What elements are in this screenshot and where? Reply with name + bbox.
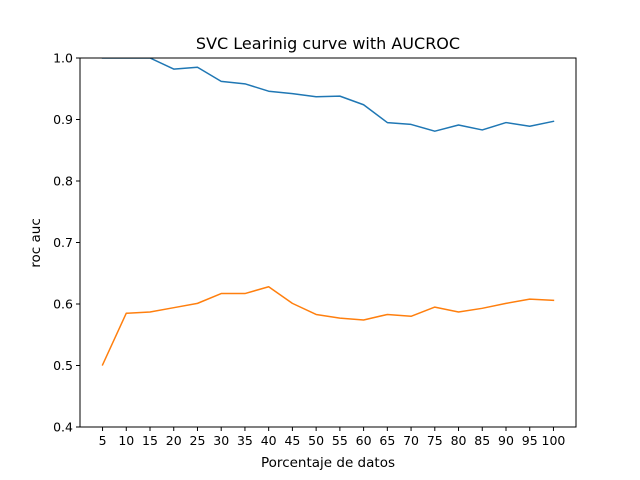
- x-tick-label: 60: [356, 433, 372, 448]
- series-line-1: [101, 58, 555, 132]
- x-tick-label: 70: [403, 433, 419, 448]
- x-tick-label: 20: [166, 433, 182, 448]
- x-tick-label: 25: [190, 433, 206, 448]
- x-tick-label: 100: [542, 433, 566, 448]
- y-tick-label: 0.4: [53, 420, 73, 435]
- y-tick-label: 0.5: [53, 358, 73, 373]
- x-tick-label: 35: [237, 433, 253, 448]
- x-tick-label: 95: [522, 433, 538, 448]
- x-tick-label: 40: [261, 433, 277, 448]
- x-tick-label: 85: [474, 433, 490, 448]
- x-tick-label: 80: [451, 433, 467, 448]
- x-axis-label: Porcentaje de datos: [261, 455, 395, 471]
- x-tick-label: 90: [498, 433, 514, 448]
- x-tick-label: 65: [379, 433, 395, 448]
- x-tick-label: 55: [332, 433, 348, 448]
- y-tick-label: 0.7: [53, 235, 73, 250]
- x-tick-label: 75: [427, 433, 443, 448]
- y-axis: 0.4 0.5 0.6 0.7 0.8 0.9 1.0: [53, 51, 80, 435]
- x-tick-label: 50: [308, 433, 324, 448]
- y-tick-label: 1.0: [53, 51, 73, 66]
- y-tick-label: 0.9: [53, 112, 73, 127]
- x-tick-label: 30: [213, 433, 229, 448]
- x-tick-label: 10: [118, 433, 134, 448]
- y-axis-label: roc auc: [28, 218, 44, 267]
- chart-title: SVC Learinig curve with AUCROC: [196, 34, 460, 53]
- x-tick-label: 15: [142, 433, 158, 448]
- x-tick-label: 5: [99, 433, 107, 448]
- y-tick-label: 0.6: [53, 297, 73, 312]
- series-line-2: [101, 286, 555, 366]
- x-axis: 5 10 15 20 25 30 35 40 45 50 55 60 65 70 75 80 85 90 95 100: [99, 427, 566, 448]
- x-tick-label: 45: [284, 433, 300, 448]
- y-tick-label: 0.8: [53, 174, 73, 189]
- plot-frame: [79, 57, 577, 428]
